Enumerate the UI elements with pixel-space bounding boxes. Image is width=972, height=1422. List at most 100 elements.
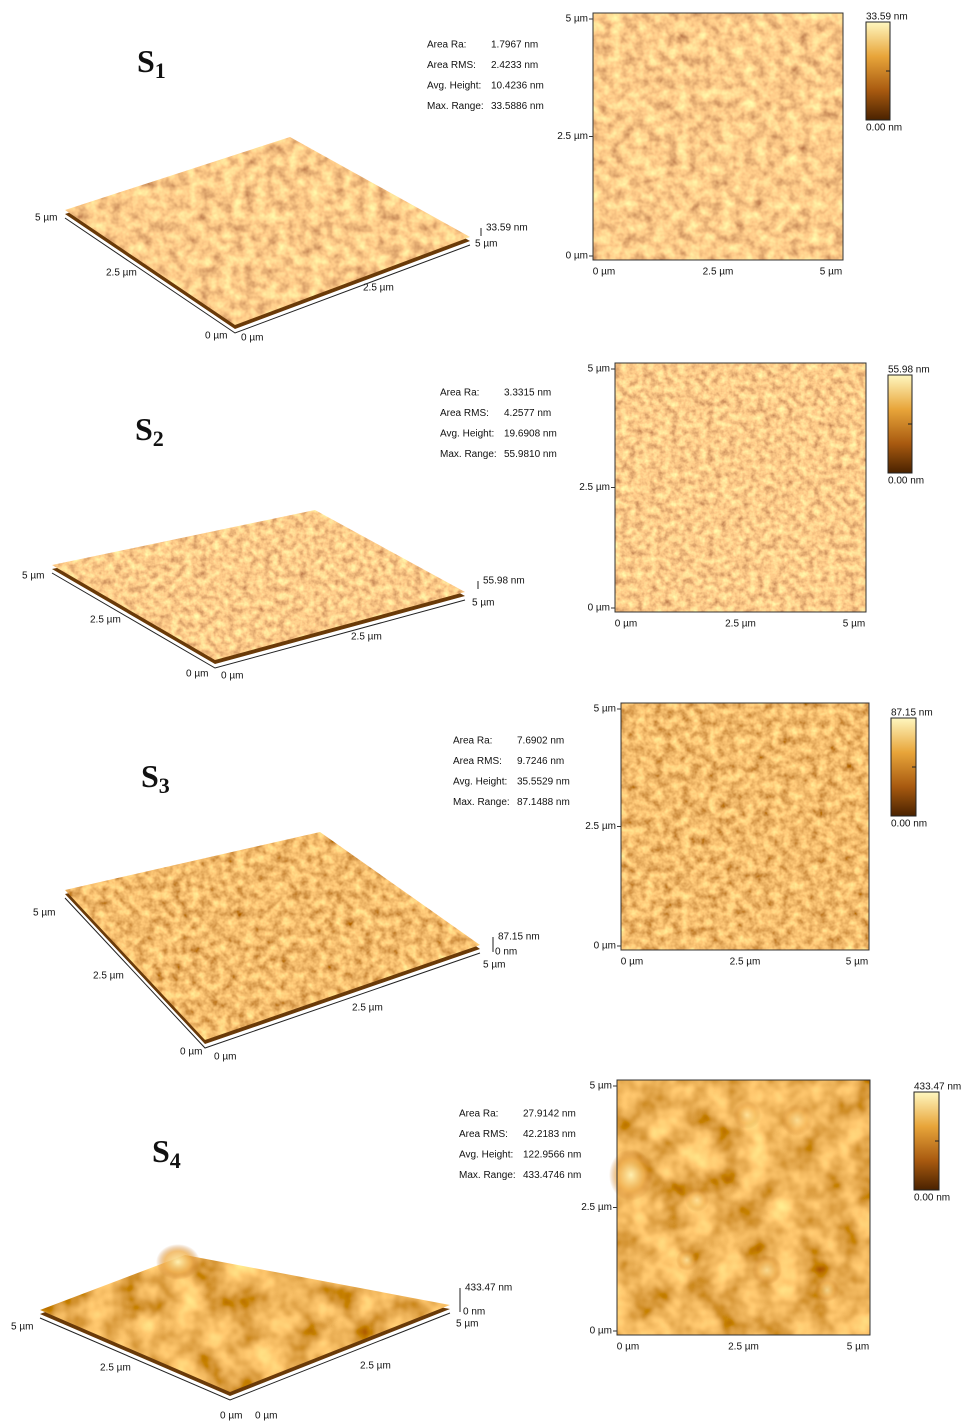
sample-subscript: 4	[170, 1148, 181, 1173]
image-y-tick: 5 µm	[590, 1081, 612, 1092]
stat-value: 10.4236 nm	[491, 81, 544, 92]
color-max: 55.98 nm	[888, 365, 930, 376]
grain	[815, 1278, 839, 1302]
stat-name: Avg. Height:	[427, 81, 481, 92]
stat-value: 55.9810 nm	[504, 449, 557, 460]
width-tick: 5 µm	[483, 960, 505, 971]
image-y-tick: 0 µm	[594, 941, 616, 952]
afm-image	[593, 13, 843, 260]
color-max: 33.59 nm	[866, 12, 908, 23]
width-tick: 0 µm	[214, 1052, 236, 1063]
image-y-tick: 0 µm	[590, 1326, 612, 1337]
stat-value: 7.6902 nm	[517, 736, 564, 747]
z-min: 0 nm	[495, 947, 517, 958]
stat-value: 433.4746 nm	[523, 1170, 581, 1181]
image-y-tick: 0 µm	[566, 251, 588, 262]
bright-feature	[609, 1149, 653, 1201]
z-max: 33.59 nm	[486, 223, 528, 234]
sample-letter: S	[135, 411, 153, 447]
depth-tick: 2.5 µm	[106, 268, 137, 279]
sample-subscript: 1	[155, 58, 166, 83]
width-tick: 2.5 µm	[351, 632, 382, 643]
stat-name: Area RMS:	[427, 60, 476, 71]
grain	[676, 1249, 698, 1271]
stat-value: 122.9566 nm	[523, 1150, 581, 1161]
width-tick: 5 µm	[472, 598, 494, 609]
depth-tick: 0 µm	[180, 1047, 202, 1058]
sample-label: S3	[141, 758, 170, 798]
grain	[733, 1101, 761, 1129]
depth-tick: 5 µm	[22, 571, 44, 582]
color-max: 87.15 nm	[891, 708, 933, 719]
color-min: 0.00 nm	[891, 819, 927, 830]
image-x-tick: 5 µm	[820, 267, 842, 278]
sample-letter: S	[137, 43, 155, 79]
image-x-tick: 2.5 µm	[725, 619, 756, 630]
color-min: 0.00 nm	[866, 123, 902, 134]
depth-tick: 0 µm	[205, 331, 227, 342]
depth-tick: 2.5 µm	[90, 615, 121, 626]
width-tick: 0 µm	[221, 671, 243, 682]
stat-name: Area Ra:	[459, 1109, 498, 1120]
image-x-tick: 0 µm	[617, 1342, 639, 1353]
stat-value: 33.5886 nm	[491, 101, 544, 112]
width-tick: 2.5 µm	[360, 1361, 391, 1372]
grain	[752, 1255, 782, 1285]
stat-value: 3.3315 nm	[504, 388, 551, 399]
image-x-tick: 2.5 µm	[703, 267, 734, 278]
image-y-tick: 5 µm	[588, 364, 610, 375]
stat-name: Max. Range:	[459, 1170, 516, 1181]
stat-name: Max. Range:	[427, 101, 484, 112]
sample-label: S4	[152, 1133, 181, 1173]
stat-value: 2.4233 nm	[491, 60, 538, 71]
z-max: 87.15 nm	[498, 932, 540, 943]
stat-name: Max. Range:	[440, 449, 497, 460]
width-tick: 0 µm	[241, 333, 263, 344]
image-y-tick: 0 µm	[588, 603, 610, 614]
surface-3d	[65, 137, 470, 325]
z-max: 433.47 nm	[465, 1283, 512, 1294]
color-min: 0.00 nm	[914, 1193, 950, 1204]
stat-value: 1.7967 nm	[491, 40, 538, 51]
stat-name: Area RMS:	[453, 756, 502, 767]
z-max: 55.98 nm	[483, 576, 525, 587]
image-y-tick: 2.5 µm	[579, 482, 610, 493]
surface-3d	[52, 510, 465, 660]
image-x-tick: 5 µm	[843, 619, 865, 630]
stat-value: 42.2183 nm	[523, 1129, 576, 1140]
stat-value: 35.5529 nm	[517, 777, 570, 788]
grain	[781, 1104, 813, 1136]
stat-name: Max. Range:	[453, 797, 510, 808]
stat-name: Avg. Height:	[453, 777, 507, 788]
sample-letter: S	[141, 758, 159, 794]
stat-value: 27.9142 nm	[523, 1109, 576, 1120]
stat-name: Area Ra:	[427, 40, 466, 51]
image-y-tick: 5 µm	[566, 14, 588, 25]
image-x-tick: 2.5 µm	[728, 1342, 759, 1353]
sample-label: S2	[135, 411, 164, 451]
image-x-tick: 2.5 µm	[730, 957, 761, 968]
stat-value: 4.2577 nm	[504, 408, 551, 419]
depth-tick: 2.5 µm	[93, 971, 124, 982]
image-x-tick: 5 µm	[846, 957, 868, 968]
sample-subscript: 3	[159, 773, 170, 798]
afm-image	[621, 703, 869, 950]
stat-name: Avg. Height:	[440, 429, 494, 440]
width-tick: 5 µm	[475, 239, 497, 250]
image-y-tick: 5 µm	[594, 704, 616, 715]
sample-label: S1	[137, 43, 166, 83]
afm-panel: S1 Area Ra: 1.7967 nm Area RMS: 2.4233 nm Avg…	[35, 12, 908, 344]
color-max: 433.47 nm	[914, 1082, 961, 1093]
stat-name: Avg. Height:	[459, 1150, 513, 1161]
image-x-tick: 0 µm	[593, 267, 615, 278]
grain	[685, 1188, 709, 1212]
depth-tick: 0 µm	[220, 1411, 242, 1422]
image-y-tick: 2.5 µm	[585, 821, 616, 832]
surface-peak	[156, 1244, 200, 1280]
sample-letter: S	[152, 1133, 170, 1169]
stat-name: Area Ra:	[440, 388, 479, 399]
afm-figure: S1Area Ra:1.7967 nmArea RMS:2.4233 nmAvg…	[0, 0, 972, 1422]
